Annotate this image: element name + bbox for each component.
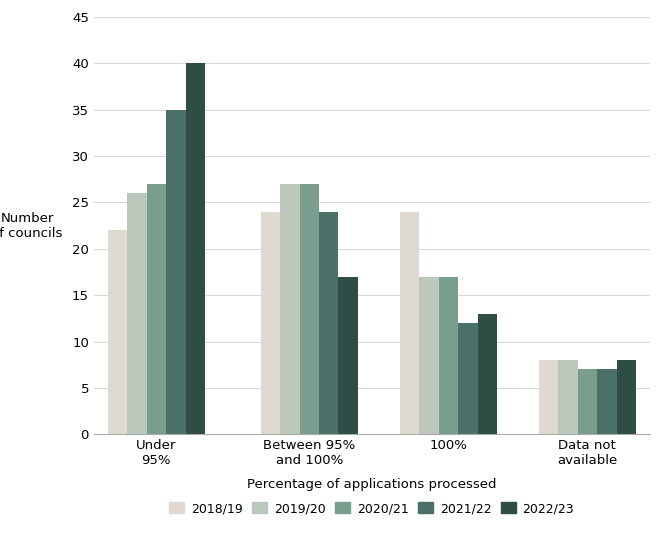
Bar [399,212,419,434]
Bar [186,63,205,434]
Bar [338,277,358,434]
Bar [299,184,319,434]
Bar [319,212,338,434]
Bar [539,360,558,434]
Bar [616,360,636,434]
Bar [558,360,578,434]
Bar [108,230,127,434]
Bar [597,369,616,434]
Y-axis label: Number
of councils: Number of councils [0,212,63,240]
Bar [147,184,166,434]
Bar [578,369,597,434]
Bar [280,184,299,434]
X-axis label: Percentage of applications processed: Percentage of applications processed [247,478,496,491]
Bar [166,110,186,434]
Bar [439,277,458,434]
Bar [127,193,147,434]
Bar [458,323,478,434]
Bar [419,277,439,434]
Bar [478,314,497,434]
Bar [261,212,280,434]
Legend: 2018/19, 2019/20, 2020/21, 2021/22, 2022/23: 2018/19, 2019/20, 2020/21, 2021/22, 2022… [164,497,580,520]
